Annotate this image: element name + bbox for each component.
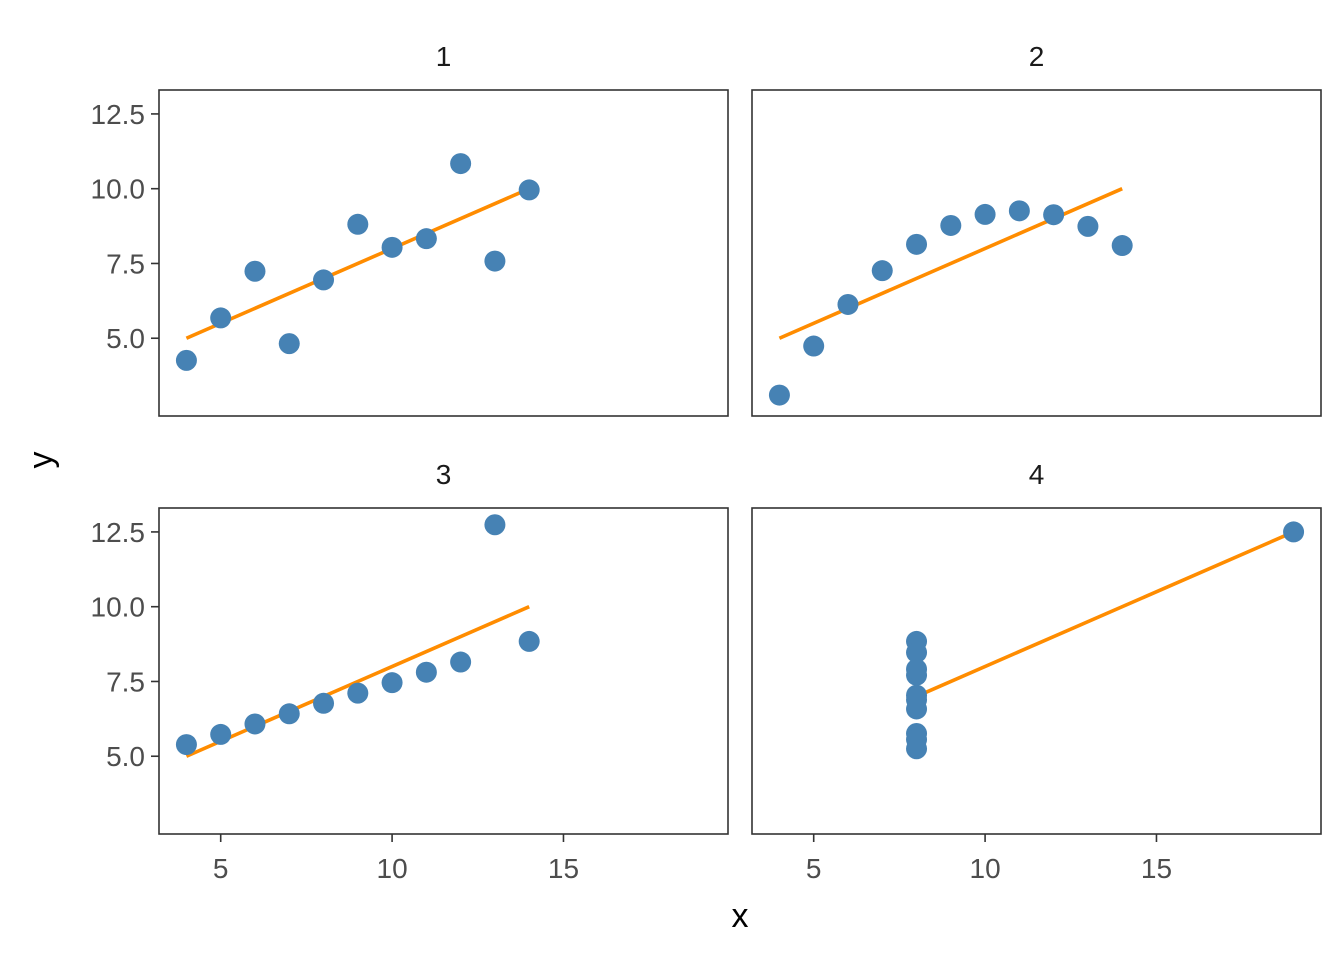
data-point bbox=[450, 651, 472, 673]
data-point bbox=[906, 658, 928, 680]
data-point bbox=[381, 236, 403, 258]
y-tick-label: 7.5 bbox=[106, 666, 145, 697]
data-point bbox=[484, 250, 506, 272]
y-tick-label: 5.0 bbox=[106, 741, 145, 772]
data-point bbox=[210, 723, 232, 745]
data-point bbox=[415, 661, 437, 683]
data-point bbox=[1077, 215, 1099, 237]
x-tick-label: 5 bbox=[806, 853, 822, 884]
axes-layer: 5.0 7.5 10.0 12.5 5.0 7.5 10.0 12.5 5 10 15 5 10 15 bbox=[91, 99, 1173, 884]
panel-border bbox=[751, 89, 1322, 417]
panel-strip-label: 3 bbox=[436, 459, 452, 490]
data-point bbox=[871, 260, 893, 282]
data-point bbox=[1111, 235, 1133, 257]
data-point bbox=[1043, 204, 1065, 226]
data-point bbox=[381, 672, 403, 694]
data-point bbox=[906, 728, 928, 750]
data-point bbox=[450, 153, 472, 175]
data-point bbox=[278, 333, 300, 355]
regression-line bbox=[778, 187, 1123, 340]
x-tick-label: 15 bbox=[548, 853, 579, 884]
x-tick-label: 15 bbox=[1141, 853, 1172, 884]
y-tick-label: 5.0 bbox=[106, 323, 145, 354]
y-tick-label: 10.0 bbox=[91, 174, 146, 205]
data-point bbox=[278, 703, 300, 725]
panel-strip-label: 1 bbox=[436, 41, 452, 72]
data-point bbox=[906, 689, 928, 711]
panels-layer: 1 2 3 4 bbox=[158, 41, 1322, 835]
y-tick-label: 12.5 bbox=[91, 99, 146, 130]
data-point bbox=[768, 384, 790, 406]
regression-line bbox=[185, 605, 530, 758]
panel-border bbox=[158, 89, 729, 417]
data-point bbox=[313, 269, 335, 291]
data-point bbox=[940, 214, 962, 236]
x-tick-label: 10 bbox=[377, 853, 408, 884]
regression-line bbox=[185, 187, 530, 340]
data-point bbox=[906, 641, 928, 663]
data-point bbox=[518, 179, 540, 201]
data-point bbox=[347, 213, 369, 235]
y-tick-label: 7.5 bbox=[106, 248, 145, 279]
panel-4: 4 bbox=[751, 459, 1322, 835]
data-point bbox=[906, 233, 928, 255]
data-point bbox=[347, 682, 369, 704]
data-point bbox=[175, 734, 197, 756]
x-axis-title: x bbox=[732, 897, 749, 935]
data-point bbox=[244, 713, 266, 735]
data-point bbox=[210, 307, 232, 329]
data-point bbox=[1008, 200, 1030, 222]
panel-1: 1 bbox=[158, 41, 729, 417]
data-point bbox=[313, 692, 335, 714]
y-axis-title: y bbox=[22, 452, 60, 469]
panel-2: 2 bbox=[751, 41, 1322, 417]
data-point bbox=[518, 630, 540, 652]
panel-strip-label: 2 bbox=[1029, 41, 1045, 72]
x-tick-label: 10 bbox=[970, 853, 1001, 884]
y-tick-label: 10.0 bbox=[91, 592, 146, 623]
regression-line bbox=[915, 530, 1295, 699]
data-point bbox=[484, 514, 506, 536]
panel-strip-label: 4 bbox=[1029, 459, 1045, 490]
data-point bbox=[837, 293, 859, 315]
data-point bbox=[175, 349, 197, 371]
y-tick-label: 12.5 bbox=[91, 517, 146, 548]
data-point bbox=[803, 335, 825, 357]
data-point bbox=[415, 228, 437, 250]
panel-3: 3 bbox=[158, 459, 729, 835]
data-point bbox=[1283, 521, 1305, 543]
x-tick-label: 5 bbox=[213, 853, 229, 884]
data-point bbox=[244, 260, 266, 282]
panel-border bbox=[158, 507, 729, 835]
data-point bbox=[974, 203, 996, 225]
